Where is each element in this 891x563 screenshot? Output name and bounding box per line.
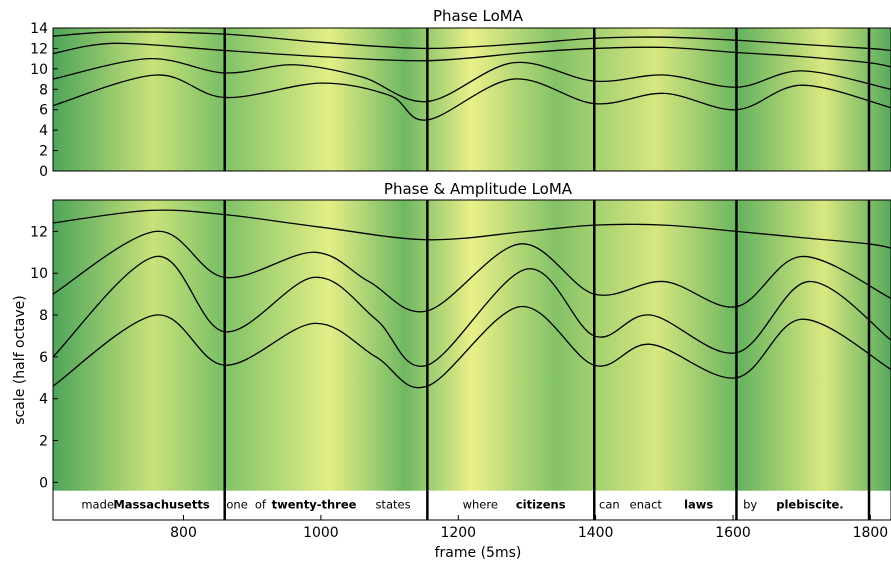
word-label: can: [599, 497, 620, 511]
bottom-frame: [52, 199, 891, 521]
top-chart-title: Phase LoMA: [433, 7, 524, 25]
y-tick-label: 4: [39, 123, 48, 139]
series-line-0: [53, 209, 891, 249]
y-tick-label: 0: [39, 164, 48, 180]
y-tick-label: 2: [39, 144, 48, 160]
y-tick-label: 10: [30, 266, 48, 282]
y-tick-label: 0: [39, 475, 48, 491]
x-tick-label: 1000: [303, 525, 339, 541]
series-line-0: [53, 31, 891, 52]
y-tick-label: 8: [39, 82, 48, 98]
word-label: plebiscite.: [776, 497, 843, 511]
top-y-ticks: 0 2 4 6 8 10 12 14: [30, 21, 58, 180]
word-label: laws: [684, 497, 713, 511]
word-label: enact: [630, 497, 663, 511]
y-tick-label: 12: [30, 224, 48, 240]
y-tick-label: 8: [39, 308, 48, 324]
series-line-2: [53, 57, 891, 103]
word-label: states: [375, 497, 410, 511]
bottom-y-ticks: 0 2 4 6 8 10 12: [30, 224, 58, 491]
bottom-chart-title: Phase & Amplitude LoMA: [384, 180, 573, 198]
x-tick-label: 800: [170, 525, 197, 541]
word-label: Massachusetts: [113, 497, 209, 511]
series-line-1: [53, 42, 891, 68]
y-tick-label: 6: [39, 350, 48, 366]
word-strip: [53, 490, 891, 520]
y-tick-label: 10: [30, 62, 48, 78]
top-plot-area: [53, 28, 891, 171]
word-label: citizens: [516, 497, 566, 511]
word-label: of: [255, 497, 267, 511]
y-tick-label: 4: [39, 392, 48, 408]
bottom-plot-area: [53, 200, 891, 520]
y-tick-label: 14: [30, 21, 48, 37]
series-line-3: [53, 74, 891, 121]
word-label: by: [743, 497, 757, 511]
word-label: where: [463, 497, 498, 511]
y-tick-label: 12: [30, 41, 48, 57]
series-line-1: [53, 230, 891, 313]
series-line-2: [53, 255, 891, 368]
x-tick-label: 1200: [440, 525, 476, 541]
bottom-panel: made Massachusetts one of twenty-three states…: [12, 180, 891, 561]
y-tick-label: 6: [39, 103, 48, 119]
y-tick-label: 2: [39, 434, 48, 450]
series-line-3: [53, 306, 891, 389]
word-label: made: [81, 497, 114, 511]
x-tick-label: 1800: [853, 525, 889, 541]
x-tick-label: 1600: [715, 525, 751, 541]
word-label: twenty-three: [272, 497, 357, 511]
word-label: one: [226, 497, 247, 511]
top-panel: Phase LoMA 0 2 4 6 8 10 12 14: [30, 7, 891, 180]
x-tick-label: 1400: [578, 525, 614, 541]
bottom-x-ticks: 800 1000 1200 1400 1600 1800: [170, 515, 888, 541]
x-axis-label: frame (5ms): [435, 545, 522, 561]
top-frame: [52, 27, 891, 172]
y-axis-label: scale (half octave): [12, 295, 28, 424]
